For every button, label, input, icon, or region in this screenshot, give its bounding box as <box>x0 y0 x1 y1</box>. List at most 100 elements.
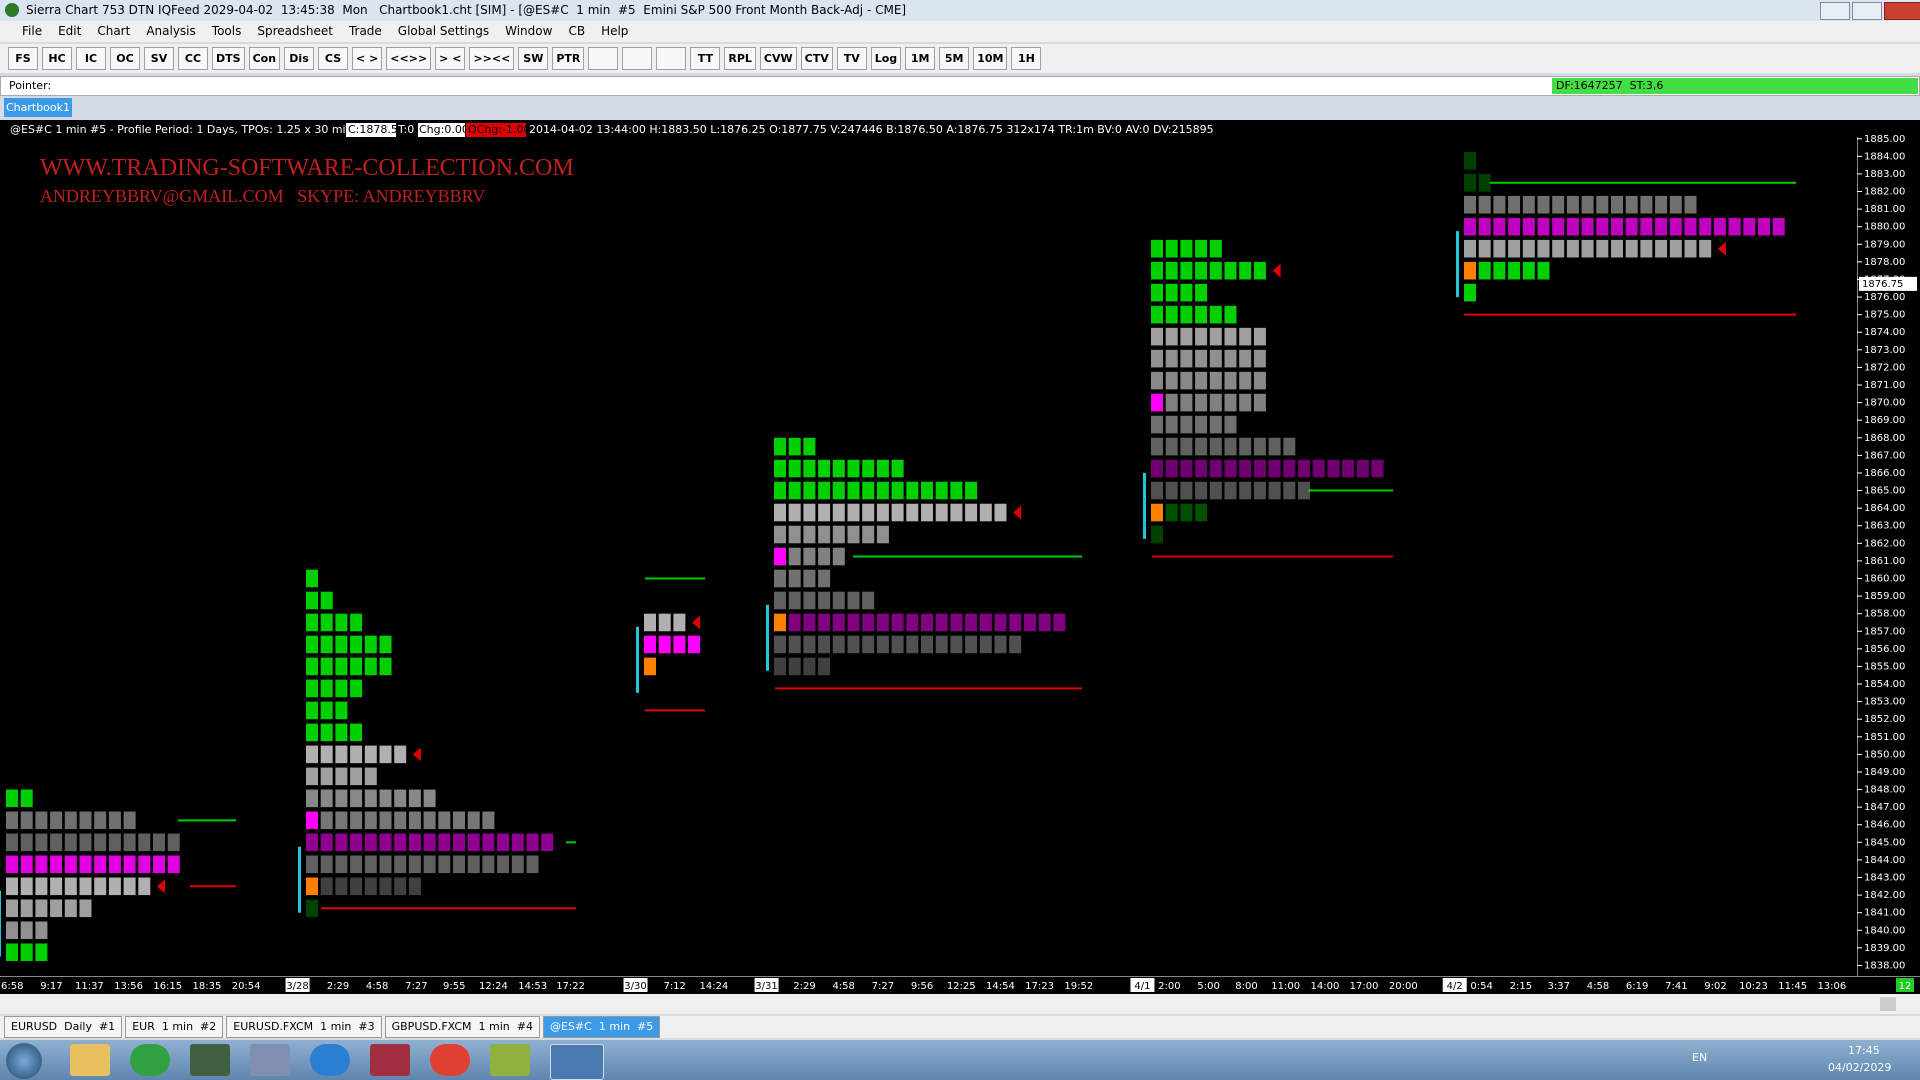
toolbar-button[interactable]: 1H <box>1011 47 1042 70</box>
tpo-block <box>350 855 363 874</box>
tpo-block <box>1713 217 1726 236</box>
tpo-block <box>1356 459 1369 478</box>
toolbar-button[interactable]: >><< <box>469 47 515 70</box>
tpo-block <box>818 591 831 610</box>
date-box <box>1130 978 1155 992</box>
toolbar-button[interactable]: CS <box>318 47 349 70</box>
toolbar-button[interactable]: > < <box>435 47 466 70</box>
close-button[interactable] <box>1884 2 1920 20</box>
app-icon[interactable] <box>370 1044 410 1076</box>
tpo-block <box>832 503 845 522</box>
marker-triangle <box>1013 505 1022 520</box>
tpo-block <box>1464 217 1476 236</box>
tpo-block <box>1253 437 1266 456</box>
tpo-block <box>1537 239 1550 258</box>
tpo-block <box>1640 239 1653 258</box>
tpo-block <box>906 613 919 632</box>
start-button[interactable] <box>6 1043 42 1079</box>
toolbar-button[interactable]: CVW <box>759 47 797 70</box>
app-icon[interactable] <box>130 1044 170 1076</box>
app-icon[interactable] <box>550 1044 604 1080</box>
toolbar-button[interactable]: 5M <box>939 47 970 70</box>
x-tick-label: 7:12 <box>663 981 685 992</box>
toolbar-button[interactable]: PTR <box>552 47 585 70</box>
chart-tab[interactable]: EUR 1 min #2 <box>125 1016 224 1038</box>
chart-tab[interactable]: @ES#C 1 min #5 <box>543 1016 661 1038</box>
app-icon[interactable] <box>310 1044 350 1076</box>
menu-item[interactable]: Chart <box>97 24 131 38</box>
menu-item[interactable]: Trade <box>348 24 382 38</box>
chartbook-tab[interactable]: Chartbook1 <box>4 98 72 117</box>
toolbar-button[interactable]: RPL <box>724 47 756 70</box>
y-tick-label: 1865.00 <box>1864 486 1905 497</box>
toolbar-button[interactable]: TV <box>836 47 867 70</box>
clock-date[interactable]: 04/02/2029 <box>1828 1061 1892 1074</box>
app-icon[interactable] <box>490 1044 530 1076</box>
scroll-thumb[interactable] <box>1880 997 1896 1011</box>
toolbar-icon-button[interactable] <box>588 47 619 70</box>
toolbar-button[interactable]: <<>> <box>386 47 432 70</box>
chart-tab[interactable]: EURUSD.FXCM 1 min #3 <box>226 1016 382 1038</box>
menu-item[interactable]: File <box>22 24 43 38</box>
tpo-block <box>1224 437 1237 456</box>
menu-item[interactable]: Tools <box>211 24 242 38</box>
app-icon[interactable] <box>70 1044 110 1076</box>
tpo-block <box>364 767 377 786</box>
tpo-block <box>20 789 33 808</box>
menu-item[interactable]: Spreadsheet <box>257 24 333 38</box>
toolbar-button[interactable]: HC <box>42 47 72 70</box>
toolbar-button[interactable]: Log <box>870 47 902 70</box>
toolbar-button[interactable]: TT <box>690 47 721 70</box>
maximize-button[interactable] <box>1852 2 1882 20</box>
y-tick-label: 1882.00 <box>1864 187 1905 198</box>
toolbar-button[interactable]: 10M <box>973 47 1008 70</box>
toolbar-button[interactable]: Con <box>248 47 281 70</box>
menu-item[interactable]: Global Settings <box>397 24 490 38</box>
y-tick-label: 1874.00 <box>1864 327 1905 338</box>
toolbar-button[interactable]: 1M <box>905 47 936 70</box>
toolbar-button[interactable]: CC <box>178 47 208 70</box>
tpo-block <box>20 899 33 918</box>
chart-tab[interactable]: GBPUSD.FXCM 1 min #4 <box>384 1016 540 1038</box>
app-icon[interactable] <box>190 1044 230 1076</box>
tpo-block <box>1195 305 1208 324</box>
chg-box <box>418 123 465 137</box>
minimize-button[interactable] <box>1820 2 1850 20</box>
tpo-block <box>1180 503 1193 522</box>
y-tick-label: 1840.00 <box>1864 925 1905 936</box>
menu-item[interactable]: Analysis <box>146 24 196 38</box>
tpo-block <box>1151 327 1163 346</box>
toolbar-button[interactable]: CTV <box>800 47 833 70</box>
app-icon[interactable] <box>430 1044 470 1076</box>
tpo-block <box>788 525 801 544</box>
y-tick-label: 1844.00 <box>1864 855 1905 866</box>
tpo-block <box>306 701 318 720</box>
scrollbar[interactable] <box>0 994 1920 1014</box>
tpo-block <box>788 569 801 588</box>
menu-item[interactable]: Help <box>601 24 629 38</box>
toolbar-icon-button[interactable] <box>622 47 653 70</box>
menu-item[interactable]: Window <box>505 24 553 38</box>
chart-tab[interactable]: EURUSD Daily #1 <box>4 1016 123 1038</box>
clock-time[interactable]: 17:45 <box>1848 1044 1880 1057</box>
toolbar-icon-button[interactable] <box>656 47 687 70</box>
toolbar-button[interactable]: SW <box>518 47 549 70</box>
toolbar-button[interactable]: DTS <box>212 47 245 70</box>
menu-item[interactable]: Edit <box>58 24 82 38</box>
toolbar-button[interactable]: FS <box>8 47 38 70</box>
tpo-block <box>1611 195 1623 214</box>
app-icon[interactable] <box>250 1044 290 1076</box>
menu-item[interactable]: CB <box>568 24 586 38</box>
language[interactable]: EN <box>1692 1051 1708 1064</box>
toolbar-button[interactable]: Dis <box>284 47 315 70</box>
tpo-block <box>688 635 701 654</box>
tpo-block <box>1209 305 1222 324</box>
window-title: Sierra Chart 753 DTN IQFeed 2029-04-02 1… <box>0 0 1920 21</box>
tpo-block <box>1239 393 1252 412</box>
toolbar-button[interactable]: SV <box>144 47 174 70</box>
toolbar-button[interactable]: < > <box>352 47 383 70</box>
chart-window: @ES#C 1 min #5 - Profile Period: 1 Days,… <box>0 120 1920 1014</box>
toolbar-button[interactable]: OC <box>110 47 140 70</box>
tpo-block <box>306 635 318 654</box>
toolbar-button[interactable]: IC <box>76 47 106 70</box>
